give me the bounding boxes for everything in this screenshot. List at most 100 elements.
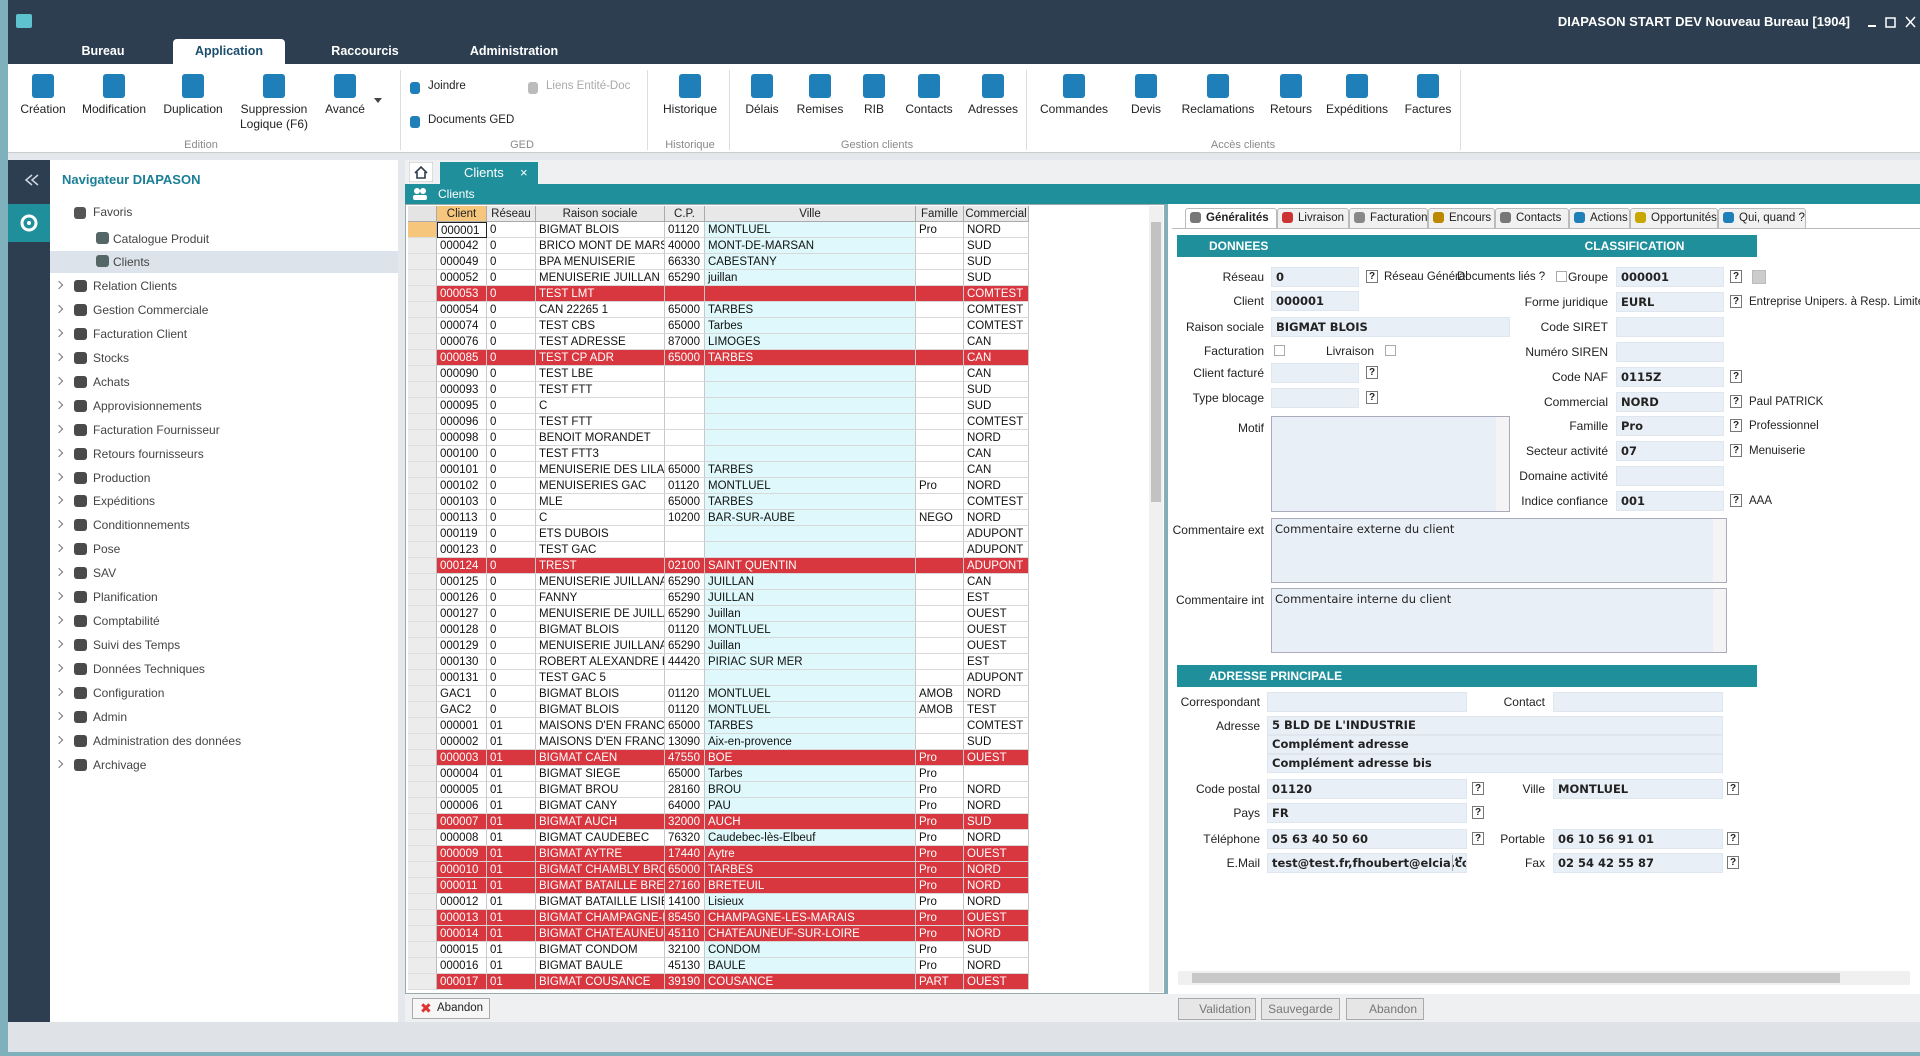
checkbox[interactable] <box>1385 345 1396 356</box>
field-input[interactable] <box>1271 363 1359 383</box>
grid-cell[interactable]: 14100 <box>665 894 705 910</box>
grid-cell[interactable]: 85450 <box>665 910 705 926</box>
grid-cell[interactable]: 000008 <box>437 830 487 846</box>
grid-cell[interactable]: 000125 <box>437 574 487 590</box>
grid-cell[interactable]: CAN <box>964 334 1029 350</box>
row-header[interactable] <box>408 222 437 238</box>
grid-cell[interactable] <box>705 286 916 302</box>
grid-cell[interactable]: Lisieux <box>705 894 916 910</box>
row-header[interactable] <box>408 334 437 350</box>
help-button[interactable]: ? <box>1730 270 1742 283</box>
grid-cell[interactable]: Pro <box>916 478 964 494</box>
grid-cell[interactable] <box>916 606 964 622</box>
grid-cell[interactable]: 000095 <box>437 398 487 414</box>
menu-tab[interactable]: Raccourcis <box>309 39 421 64</box>
help-button[interactable]: ? <box>1730 370 1742 383</box>
grid-cell[interactable]: PIRIAC SUR MER <box>705 654 916 670</box>
grid-cell[interactable]: 0 <box>487 478 536 494</box>
field-input[interactable]: 02 54 42 55 87 <box>1553 853 1723 873</box>
grid-cell[interactable] <box>705 542 916 558</box>
ribbon-button[interactable]: Adresses <box>951 102 1035 117</box>
grid-cell[interactable]: 000113 <box>437 510 487 526</box>
row-header[interactable] <box>408 638 437 654</box>
help-button[interactable]: ? <box>1730 295 1742 308</box>
favorite-item[interactable]: Clients <box>113 253 150 271</box>
grid-cell[interactable] <box>964 766 1029 782</box>
grid-cell[interactable]: 000098 <box>437 430 487 446</box>
grid-cell[interactable]: TARBES <box>705 494 916 510</box>
grid-cell[interactable]: 000004 <box>437 766 487 782</box>
grid-cell[interactable]: 01 <box>487 878 536 894</box>
grid-cell[interactable]: 0 <box>487 494 536 510</box>
row-header[interactable] <box>408 318 437 334</box>
row-header[interactable] <box>408 830 437 846</box>
row-header[interactable] <box>408 526 437 542</box>
grid-cell[interactable]: NORD <box>964 782 1029 798</box>
grid-cell[interactable]: 65290 <box>665 606 705 622</box>
grid-cell[interactable] <box>916 542 964 558</box>
grid-cell[interactable]: 000130 <box>437 654 487 670</box>
grid-cell[interactable] <box>665 414 705 430</box>
field-input[interactable] <box>1553 692 1723 712</box>
grid-cell[interactable]: Aytre <box>705 846 916 862</box>
grid-cell[interactable]: 01 <box>487 926 536 942</box>
grid-cell[interactable]: JUILLAN <box>705 574 916 590</box>
grid-cell[interactable]: 0 <box>487 574 536 590</box>
grid-cell[interactable]: 000102 <box>437 478 487 494</box>
grid-cell[interactable]: Pro <box>916 926 964 942</box>
grid-cell[interactable]: 000001 <box>437 718 487 734</box>
column-header[interactable]: Commercial <box>964 206 1029 222</box>
grid-cell[interactable]: 000103 <box>437 494 487 510</box>
grid-cell[interactable] <box>665 542 705 558</box>
grid-cell[interactable]: TARBES <box>705 302 916 318</box>
grid-cell[interactable] <box>916 334 964 350</box>
grid-cell[interactable]: BIGMAT CHATEAUNEUF <box>536 926 665 942</box>
grid-cell[interactable]: 01120 <box>665 702 705 718</box>
grid-cell[interactable]: MENUISERIE DES LILAS <box>536 462 665 478</box>
row-header[interactable] <box>408 302 437 318</box>
grid-cell[interactable]: 39190 <box>665 974 705 990</box>
grid-cell[interactable]: 000076 <box>437 334 487 350</box>
field-input[interactable] <box>1271 388 1359 408</box>
grid-cell[interactable]: 0 <box>487 638 536 654</box>
grid-cell[interactable]: 0 <box>487 254 536 270</box>
grid-cell[interactable]: BIGMAT CAUDEBEC <box>536 830 665 846</box>
grid-cell[interactable]: 65000 <box>665 462 705 478</box>
grid-cell[interactable]: 01 <box>487 766 536 782</box>
help-button[interactable]: ? <box>1366 270 1378 283</box>
grid-cell[interactable]: 000014 <box>437 926 487 942</box>
grid-cell[interactable] <box>916 430 964 446</box>
column-header[interactable]: Ville <box>705 206 916 222</box>
grid-cell[interactable]: ADUPONT <box>964 558 1029 574</box>
grid-cell[interactable] <box>916 462 964 478</box>
grid-cell[interactable]: CAN <box>964 446 1029 462</box>
column-header[interactable]: C.P. <box>665 206 705 222</box>
grid-cell[interactable]: 000007 <box>437 814 487 830</box>
row-header[interactable] <box>408 878 437 894</box>
grid-cell[interactable] <box>705 526 916 542</box>
grid-cell[interactable]: MENUISERIES GAC <box>536 478 665 494</box>
grid-cell[interactable] <box>916 638 964 654</box>
field-input[interactable]: EURL <box>1616 292 1724 312</box>
grid-cell[interactable]: 0 <box>487 654 536 670</box>
grid-cell[interactable]: 000128 <box>437 622 487 638</box>
grid-cell[interactable]: BIGMAT BAULE <box>536 958 665 974</box>
row-header[interactable] <box>408 542 437 558</box>
field-input[interactable] <box>1616 317 1724 337</box>
grid-cell[interactable]: NEGO <box>916 510 964 526</box>
grid-cell[interactable]: OUEST <box>964 622 1029 638</box>
grid-cell[interactable] <box>916 254 964 270</box>
grid-cell[interactable]: BIGMAT CHAMPAGNE-LE <box>536 910 665 926</box>
column-header[interactable]: Famille <box>916 206 964 222</box>
grid-cell[interactable]: 0 <box>487 430 536 446</box>
module-item[interactable]: Configuration <box>93 684 164 702</box>
grid-cell[interactable]: COMTEST <box>964 318 1029 334</box>
field-input[interactable]: FR <box>1267 803 1467 823</box>
grid-cell[interactable]: ADUPONT <box>964 526 1029 542</box>
grid-cell[interactable]: BIGMAT BLOIS <box>536 222 665 238</box>
grid-cell[interactable]: NORD <box>964 830 1029 846</box>
grid-cell[interactable]: BAR-SUR-AUBE <box>705 510 916 526</box>
help-button[interactable]: ? <box>1730 444 1742 457</box>
ribbon-button[interactable]: Avancé <box>303 102 387 117</box>
ribbon-button[interactable]: Joindre <box>428 80 466 92</box>
